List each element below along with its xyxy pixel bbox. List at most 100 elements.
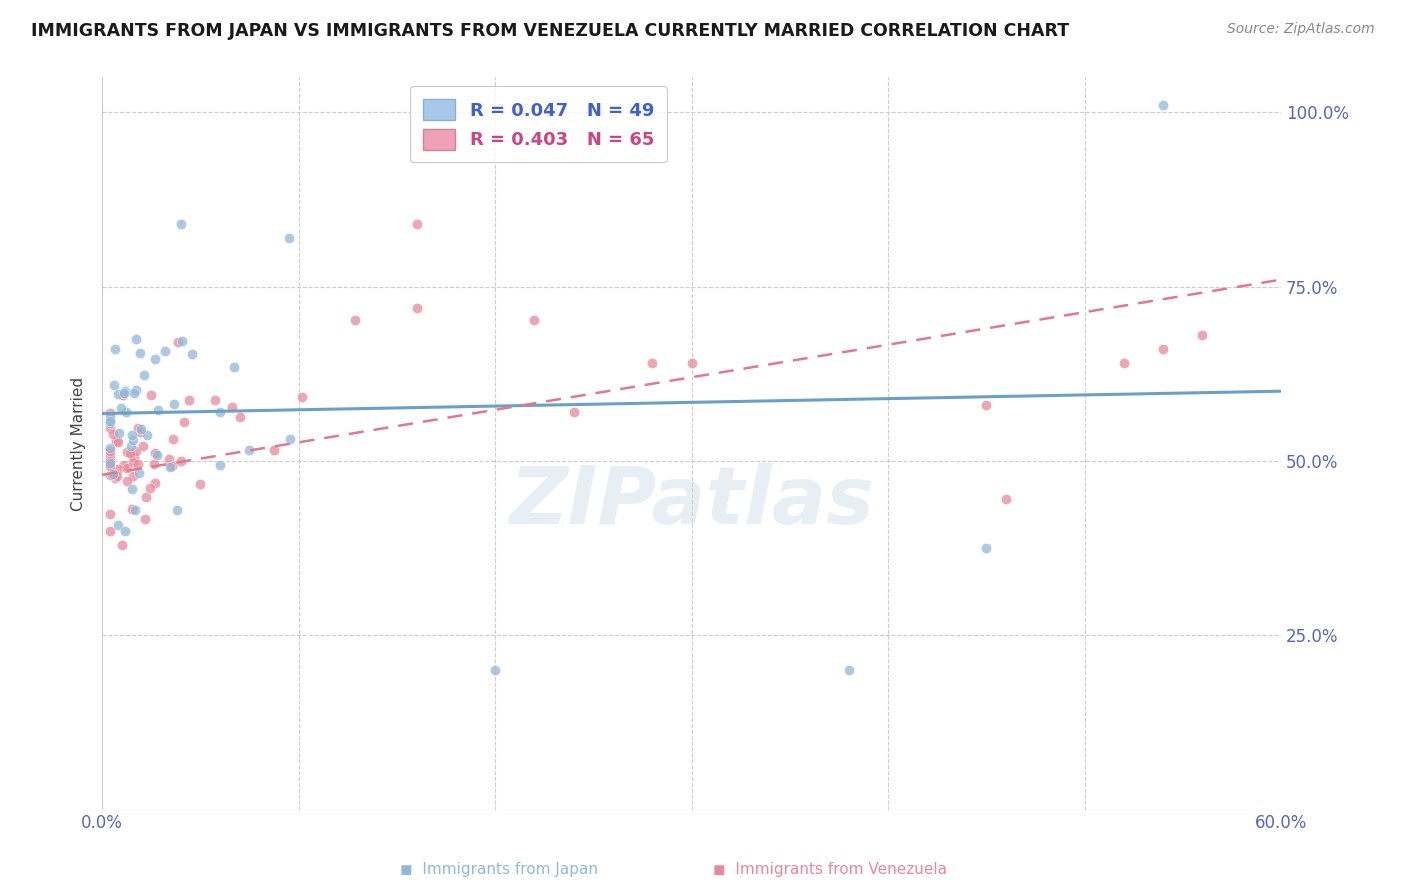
Point <box>681 356 703 370</box>
Point <box>145 448 167 462</box>
Text: IMMIGRANTS FROM JAPAN VS IMMIGRANTS FROM VENEZUELA CURRENTLY MARRIED CORRELATION: IMMIGRANTS FROM JAPAN VS IMMIGRANTS FROM… <box>31 22 1069 40</box>
Point <box>157 452 180 467</box>
Point <box>122 455 145 469</box>
Point <box>143 351 166 366</box>
Point <box>98 441 121 455</box>
Point <box>162 458 184 473</box>
Point <box>103 378 125 392</box>
Text: ◼  Immigrants from Japan: ◼ Immigrants from Japan <box>401 863 598 877</box>
Point <box>111 538 134 552</box>
Point <box>98 421 121 435</box>
Point <box>114 384 136 398</box>
Text: ZIPatlas: ZIPatlas <box>509 463 875 541</box>
Point <box>122 469 145 483</box>
Point <box>221 400 243 414</box>
Point <box>112 458 135 473</box>
Point <box>98 456 121 470</box>
Point <box>98 524 121 539</box>
Point <box>105 468 128 483</box>
Point <box>104 434 127 448</box>
Point <box>98 406 121 420</box>
Point <box>994 492 1017 507</box>
Point <box>132 439 155 453</box>
Point <box>229 409 252 424</box>
Point <box>128 466 150 480</box>
Point <box>132 368 155 383</box>
Point <box>112 388 135 402</box>
Point <box>122 385 145 400</box>
Point <box>166 335 188 350</box>
Point <box>143 457 166 471</box>
Point <box>121 501 143 516</box>
Point <box>179 392 201 407</box>
Point <box>127 458 149 472</box>
Point <box>155 344 177 359</box>
Point <box>120 439 142 453</box>
Point <box>170 454 193 468</box>
Point <box>170 217 193 231</box>
Point <box>110 401 132 416</box>
Legend: R = 0.047   N = 49, R = 0.403   N = 65: R = 0.047 N = 49, R = 0.403 N = 65 <box>411 87 666 162</box>
Point <box>143 475 166 490</box>
Point <box>115 460 138 475</box>
Point <box>108 426 131 441</box>
Point <box>98 457 121 471</box>
Point <box>98 444 121 458</box>
Point <box>115 474 138 488</box>
Point <box>1152 98 1174 112</box>
Point <box>163 397 186 411</box>
Point <box>162 432 184 446</box>
Point <box>134 512 156 526</box>
Text: ◼  Immigrants from Venezuela: ◼ Immigrants from Venezuela <box>713 863 946 877</box>
Point <box>159 459 181 474</box>
Point <box>238 442 260 457</box>
Point <box>222 359 245 374</box>
Point <box>121 427 143 442</box>
Point <box>125 332 148 346</box>
Point <box>107 434 129 449</box>
Y-axis label: Currently Married: Currently Married <box>72 376 86 510</box>
Point <box>128 425 150 439</box>
Point <box>208 458 231 473</box>
Point <box>114 524 136 538</box>
Point <box>98 416 121 430</box>
Point <box>129 346 152 360</box>
Point <box>263 442 285 457</box>
Point <box>101 427 124 442</box>
Point <box>146 402 169 417</box>
Point <box>166 502 188 516</box>
Point <box>974 398 997 412</box>
Point <box>135 490 157 504</box>
Point <box>118 446 141 460</box>
Point <box>190 476 212 491</box>
Point <box>121 482 143 496</box>
Point <box>641 356 664 370</box>
Text: Source: ZipAtlas.com: Source: ZipAtlas.com <box>1227 22 1375 37</box>
Point <box>1152 343 1174 357</box>
Point <box>277 231 299 245</box>
Point <box>209 405 232 419</box>
Point <box>180 347 202 361</box>
Point <box>107 518 129 533</box>
Point <box>98 414 121 428</box>
Point <box>523 312 546 326</box>
Point <box>98 459 121 474</box>
Point <box>98 508 121 522</box>
Point <box>139 481 162 495</box>
Point <box>143 446 166 460</box>
Point <box>98 468 121 483</box>
Point <box>125 383 148 397</box>
Point <box>117 444 139 458</box>
Point <box>104 342 127 356</box>
Point <box>1112 356 1135 370</box>
Point <box>124 502 146 516</box>
Point <box>173 415 195 429</box>
Point <box>124 450 146 464</box>
Point <box>112 385 135 400</box>
Point <box>127 421 149 435</box>
Point <box>122 434 145 448</box>
Point <box>103 467 125 482</box>
Point <box>98 454 121 468</box>
Point <box>107 386 129 401</box>
Point <box>343 313 366 327</box>
